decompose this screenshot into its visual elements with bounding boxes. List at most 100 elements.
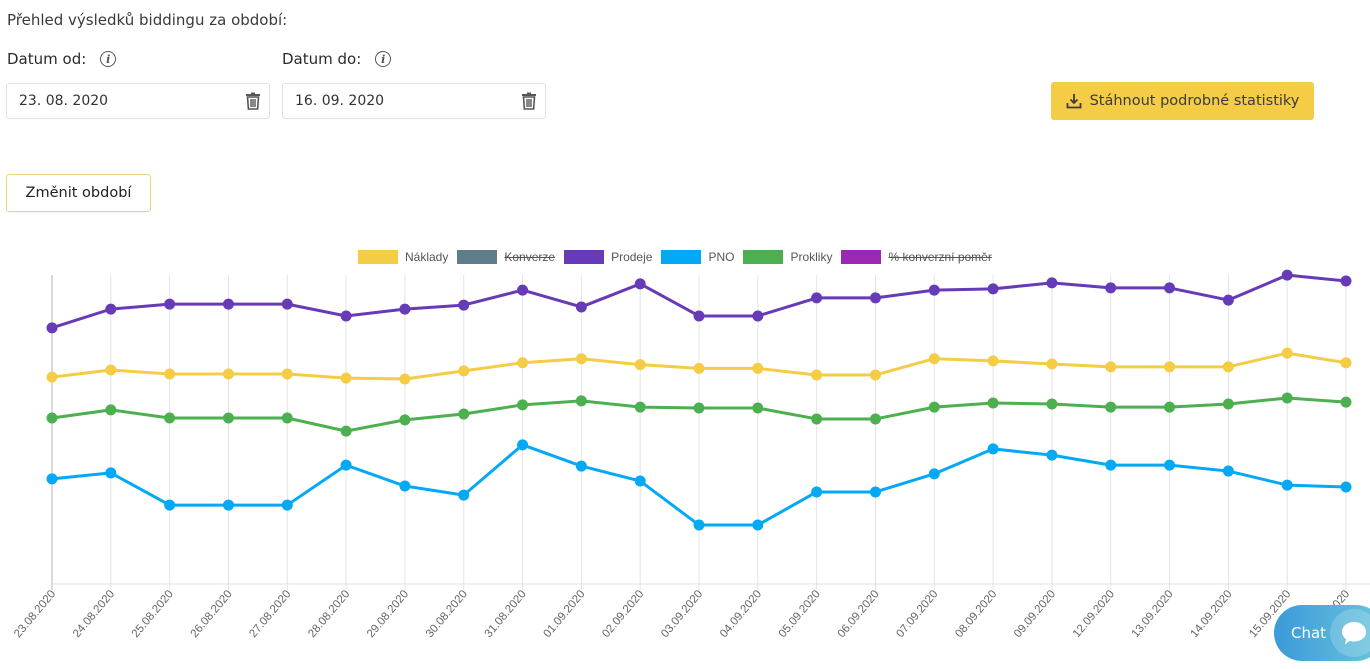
data-point[interactable] [1105,401,1117,413]
data-point[interactable] [752,402,764,414]
data-point[interactable] [164,298,176,310]
data-point[interactable] [693,519,705,531]
data-point[interactable] [1281,392,1293,404]
data-point[interactable] [222,368,234,380]
data-point[interactable] [575,395,587,407]
data-point[interactable] [1222,361,1234,373]
legend-item[interactable]: PNO [661,250,734,264]
data-point[interactable] [46,371,58,383]
data-point[interactable] [811,413,823,425]
data-point[interactable] [517,399,529,411]
date-from-input[interactable]: 23. 08. 2020 [6,83,270,119]
data-point[interactable] [105,404,117,416]
data-point[interactable] [340,459,352,471]
data-point[interactable] [517,284,529,296]
chat-button[interactable]: Chat [1274,605,1370,661]
data-point[interactable] [869,413,881,425]
trash-icon[interactable] [521,92,537,110]
data-point[interactable] [1046,277,1058,289]
legend-item[interactable]: Prokliky [743,250,832,264]
download-statistics-button[interactable]: Stáhnout podrobné statistiky [1051,82,1314,120]
data-point[interactable] [1222,398,1234,410]
data-point[interactable] [1164,361,1176,373]
data-point[interactable] [340,310,352,322]
data-point[interactable] [987,443,999,455]
date-to-input[interactable]: 16. 09. 2020 [282,83,546,119]
data-point[interactable] [1046,358,1058,370]
data-point[interactable] [1222,294,1234,306]
data-point[interactable] [752,362,764,374]
info-icon[interactable]: i [100,51,117,67]
data-point[interactable] [458,408,470,420]
data-point[interactable] [987,283,999,295]
info-icon[interactable]: i [375,51,392,67]
change-period-button[interactable]: Změnit období [6,174,151,212]
data-point[interactable] [1281,479,1293,491]
data-point[interactable] [458,299,470,311]
data-point[interactable] [693,362,705,374]
data-point[interactable] [928,284,940,296]
data-point[interactable] [928,401,940,413]
data-point[interactable] [399,414,411,426]
data-point[interactable] [928,353,940,365]
data-point[interactable] [634,278,646,290]
data-point[interactable] [46,322,58,334]
data-point[interactable] [164,499,176,511]
data-point[interactable] [281,412,293,424]
data-point[interactable] [340,372,352,384]
data-point[interactable] [281,298,293,310]
data-point[interactable] [811,292,823,304]
data-point[interactable] [634,475,646,487]
data-point[interactable] [222,499,234,511]
data-point[interactable] [575,460,587,472]
data-point[interactable] [222,298,234,310]
data-point[interactable] [987,355,999,367]
data-point[interactable] [1105,459,1117,471]
data-point[interactable] [928,468,940,480]
data-point[interactable] [1340,396,1352,408]
data-point[interactable] [399,480,411,492]
data-point[interactable] [1164,282,1176,294]
data-point[interactable] [1164,401,1176,413]
data-point[interactable] [752,519,764,531]
data-point[interactable] [1164,459,1176,471]
data-point[interactable] [222,412,234,424]
legend-item[interactable]: Náklady [358,250,448,264]
legend-item[interactable]: % konverzní poměr [841,250,992,264]
data-point[interactable] [811,486,823,498]
data-point[interactable] [281,368,293,380]
data-point[interactable] [105,364,117,376]
data-point[interactable] [517,357,529,369]
data-point[interactable] [105,303,117,315]
legend-item[interactable]: Prodeje [564,250,652,264]
legend-item[interactable]: Konverze [457,250,555,264]
data-point[interactable] [105,467,117,479]
data-point[interactable] [1105,361,1117,373]
data-point[interactable] [399,373,411,385]
data-point[interactable] [164,412,176,424]
data-point[interactable] [517,439,529,451]
data-point[interactable] [340,425,352,437]
data-point[interactable] [164,368,176,380]
data-point[interactable] [752,310,764,322]
data-point[interactable] [399,303,411,315]
data-point[interactable] [458,365,470,377]
data-point[interactable] [869,292,881,304]
data-point[interactable] [1046,398,1058,410]
data-point[interactable] [1340,481,1352,493]
data-point[interactable] [693,402,705,414]
data-point[interactable] [1281,269,1293,281]
data-point[interactable] [1105,282,1117,294]
trash-icon[interactable] [245,92,261,110]
data-point[interactable] [869,369,881,381]
data-point[interactable] [281,499,293,511]
data-point[interactable] [575,301,587,313]
data-point[interactable] [811,369,823,381]
data-point[interactable] [634,359,646,371]
data-point[interactable] [869,486,881,498]
data-point[interactable] [575,353,587,365]
data-point[interactable] [634,401,646,413]
data-point[interactable] [987,397,999,409]
data-point[interactable] [1281,347,1293,359]
data-point[interactable] [1340,275,1352,287]
